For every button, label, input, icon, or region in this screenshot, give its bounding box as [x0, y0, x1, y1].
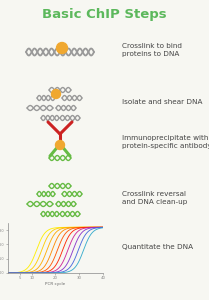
- Text: Quantitate the DNA: Quantitate the DNA: [122, 244, 193, 250]
- Circle shape: [56, 140, 65, 149]
- Text: Isolate and shear DNA: Isolate and shear DNA: [122, 99, 203, 105]
- X-axis label: PCR cycle: PCR cycle: [45, 282, 66, 286]
- Text: Immunoprecipitate with
protein-specific antibody: Immunoprecipitate with protein-specific …: [122, 135, 209, 149]
- Text: Basic ChIP Steps: Basic ChIP Steps: [42, 8, 166, 21]
- Circle shape: [51, 89, 60, 98]
- Text: Crosslink to bind
proteins to DNA: Crosslink to bind proteins to DNA: [122, 43, 182, 57]
- Text: Crosslink reversal
and DNA clean-up: Crosslink reversal and DNA clean-up: [122, 191, 187, 205]
- Circle shape: [56, 43, 68, 53]
